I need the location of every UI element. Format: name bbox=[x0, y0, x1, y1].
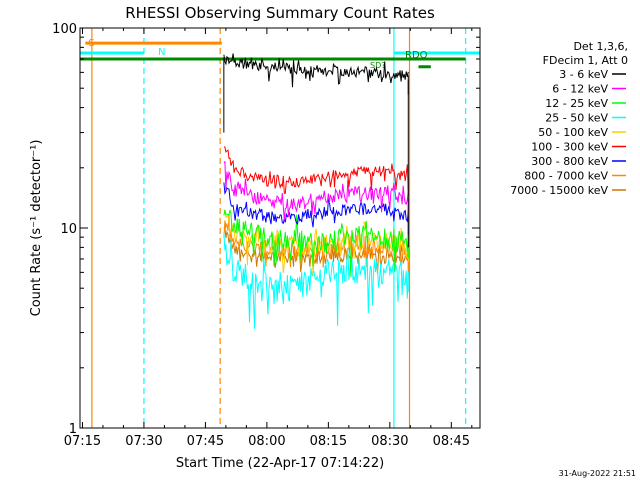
x-tick-label: 07:45 bbox=[187, 434, 224, 449]
legend-label: 7000 - 15000 keV bbox=[510, 184, 608, 197]
data-series bbox=[223, 53, 409, 329]
night-label: N bbox=[158, 47, 165, 58]
series-line-3-6keV bbox=[223, 53, 409, 88]
footer-timestamp: 31-Aug-2022 21:51 bbox=[559, 469, 636, 478]
legend-label: 100 - 300 keV bbox=[531, 141, 608, 154]
legend-label: 25 - 50 keV bbox=[545, 112, 608, 125]
y-tick-label: 100 bbox=[52, 22, 77, 37]
x-axis-label: Start Time (22-Apr-17 07:14:22) bbox=[176, 456, 384, 471]
x-tick-label: 08:30 bbox=[371, 434, 408, 449]
legend-label: 12 - 25 keV bbox=[545, 97, 608, 110]
plot-frame bbox=[79, 27, 481, 429]
legend-header-line: Det 1,3,6, bbox=[573, 40, 628, 53]
legend-label: 800 - 7000 keV bbox=[524, 170, 608, 183]
y-tick-label: 1 bbox=[69, 422, 77, 437]
series-line-100-300keV bbox=[223, 146, 409, 194]
x-tick-label: 08:00 bbox=[248, 434, 285, 449]
y-axis-label: Count Rate (s⁻¹ detector⁻¹) bbox=[29, 140, 44, 317]
series-line-800-7000keV bbox=[223, 214, 409, 268]
legend-label: 3 - 6 keV bbox=[559, 68, 608, 81]
legend-label: 300 - 800 keV bbox=[531, 155, 608, 168]
x-tick-label: 08:45 bbox=[433, 434, 470, 449]
series-line-6-12keV bbox=[223, 160, 409, 221]
x-tick-label: 07:30 bbox=[125, 434, 162, 449]
y-tick-label: 10 bbox=[60, 222, 77, 237]
legend-header-line: FDecim 1, Att 0 bbox=[543, 54, 628, 67]
series-line-25-50keV bbox=[223, 232, 409, 329]
x-tick-label: 07:15 bbox=[64, 434, 101, 449]
sd-label: SD? bbox=[370, 61, 385, 70]
status-flags: S N RDO SD? bbox=[80, 38, 480, 70]
legend-label: 6 - 12 keV bbox=[552, 83, 608, 96]
legend-label: 50 - 100 keV bbox=[538, 126, 608, 139]
axes: 07:15 07:30 07:45 08:00 08:15 08:30 08:45 1 10 10… bbox=[52, 22, 481, 449]
series-line-12-25keV bbox=[223, 209, 409, 277]
chart-title: RHESSI Observing Summary Count Rates bbox=[125, 4, 435, 22]
rdo-label: RDO bbox=[405, 50, 428, 61]
vertical-markers bbox=[91, 28, 467, 428]
series-line-300-800keV bbox=[223, 182, 409, 228]
series-line-50-100keV bbox=[223, 209, 409, 277]
x-tick-label: 08:15 bbox=[310, 434, 347, 449]
saa-label: S bbox=[88, 38, 94, 49]
legend: Det 1,3,6,FDecim 1, Att 03 - 6 keV 6 - 12… bbox=[510, 40, 628, 197]
